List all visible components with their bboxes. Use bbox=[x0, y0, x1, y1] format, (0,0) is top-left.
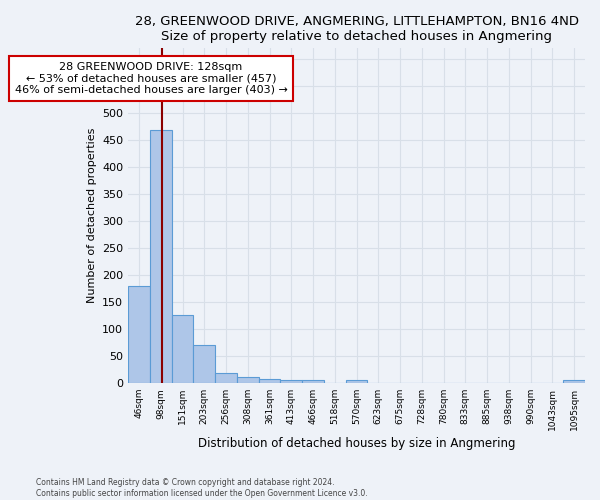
Bar bbox=[128, 286, 150, 383]
Bar bbox=[150, 130, 172, 383]
Bar bbox=[346, 380, 367, 383]
Title: 28, GREENWOOD DRIVE, ANGMERING, LITTLEHAMPTON, BN16 4ND
Size of property relativ: 28, GREENWOOD DRIVE, ANGMERING, LITTLEHA… bbox=[134, 15, 578, 43]
Bar bbox=[193, 346, 215, 383]
Bar bbox=[280, 380, 302, 383]
Bar bbox=[563, 380, 585, 383]
Bar bbox=[172, 315, 193, 383]
Bar bbox=[237, 376, 259, 383]
Text: Contains HM Land Registry data © Crown copyright and database right 2024.
Contai: Contains HM Land Registry data © Crown c… bbox=[36, 478, 368, 498]
Bar bbox=[259, 380, 280, 383]
Bar bbox=[215, 374, 237, 383]
Bar bbox=[302, 380, 324, 383]
X-axis label: Distribution of detached houses by size in Angmering: Distribution of detached houses by size … bbox=[198, 437, 515, 450]
Y-axis label: Number of detached properties: Number of detached properties bbox=[86, 128, 97, 304]
Text: 28 GREENWOOD DRIVE: 128sqm
← 53% of detached houses are smaller (457)
46% of sem: 28 GREENWOOD DRIVE: 128sqm ← 53% of deta… bbox=[14, 62, 287, 95]
